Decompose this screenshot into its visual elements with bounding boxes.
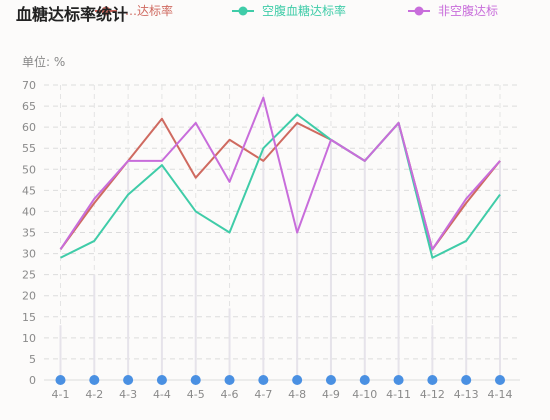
bar-base-point[interactable] bbox=[55, 375, 66, 385]
x-tick-label: 4-11 bbox=[386, 388, 411, 401]
y-tick-label: 60 bbox=[22, 121, 36, 134]
y-tick-label: 0 bbox=[29, 374, 36, 387]
x-tick-label: 4-14 bbox=[488, 388, 513, 401]
legend-label: 空腹血糖达标率 bbox=[262, 3, 346, 18]
bar-mark bbox=[499, 160, 501, 380]
bar-series bbox=[55, 122, 505, 385]
y-tick-label: 15 bbox=[22, 311, 36, 324]
bar-mark bbox=[93, 274, 96, 380]
x-tick-label: 4-2 bbox=[85, 388, 103, 401]
y-tick-label: 65 bbox=[22, 100, 36, 113]
x-tick-label: 4-10 bbox=[352, 388, 377, 401]
bar-base-point[interactable] bbox=[427, 375, 438, 385]
bar-base-point[interactable] bbox=[258, 375, 269, 385]
y-tick-label: 35 bbox=[22, 227, 36, 240]
y-tick-label: 70 bbox=[22, 79, 36, 92]
legend-item-0[interactable]: …达标率 bbox=[95, 3, 173, 18]
x-tick-label: 4-12 bbox=[420, 388, 445, 401]
bar-mark bbox=[431, 325, 434, 380]
bar-base-point[interactable] bbox=[190, 375, 201, 385]
x-tick-label: 4-9 bbox=[322, 388, 340, 401]
legend-label: …达标率 bbox=[125, 3, 173, 18]
bar-mark bbox=[363, 160, 366, 380]
x-tick-label: 4-8 bbox=[288, 388, 306, 401]
bar-mark bbox=[296, 122, 299, 380]
bar-base-point[interactable] bbox=[224, 375, 235, 385]
y-unit-label: 单位: % bbox=[22, 54, 65, 69]
x-tick-label: 4-3 bbox=[119, 388, 137, 401]
bar-base-point[interactable] bbox=[359, 375, 370, 385]
bar-base-point[interactable] bbox=[123, 375, 134, 385]
y-tick-label: 50 bbox=[22, 163, 36, 176]
series-line-0[interactable] bbox=[59, 117, 501, 251]
y-tick-label: 25 bbox=[22, 269, 36, 282]
y-tick-label: 5 bbox=[29, 353, 36, 366]
bar-mark bbox=[262, 148, 265, 380]
axes: 0 5 10 15 20 25 30 35 40 45 50 55 60 65 70 4-1 4-2 4-3 4-4… bbox=[22, 79, 512, 401]
bar-mark bbox=[127, 160, 130, 380]
legend-item-2[interactable]: 非空腹达标 bbox=[408, 4, 498, 18]
x-tick-label: 4-5 bbox=[187, 388, 205, 401]
y-tick-label: 45 bbox=[22, 184, 36, 197]
legend-label: 非空腹达标 bbox=[438, 4, 498, 18]
bar-mark bbox=[194, 211, 197, 380]
y-tick-label: 20 bbox=[22, 290, 36, 303]
legend-marker bbox=[414, 6, 424, 16]
chart-title: 血糖达标率统计 bbox=[16, 5, 128, 24]
x-tick-label: 4-13 bbox=[454, 388, 479, 401]
bar-mark bbox=[397, 122, 400, 380]
series-line-2[interactable] bbox=[59, 96, 501, 251]
bar-base-point[interactable] bbox=[495, 375, 505, 385]
bar-mark bbox=[228, 308, 231, 380]
bar-base-point[interactable] bbox=[156, 375, 167, 385]
series-line-1[interactable] bbox=[60, 113, 501, 259]
line-series bbox=[59, 96, 501, 259]
x-tick-label: 4-7 bbox=[254, 388, 272, 401]
legend-marker bbox=[238, 6, 248, 16]
y-tick-label: 55 bbox=[22, 142, 36, 155]
y-tick-label: 40 bbox=[22, 205, 36, 218]
bar-base-point[interactable] bbox=[292, 375, 303, 385]
bar-base-point[interactable] bbox=[325, 375, 336, 385]
bar-base-point[interactable] bbox=[461, 375, 472, 385]
bar-mark bbox=[329, 139, 332, 380]
y-tick-label: 10 bbox=[22, 332, 36, 345]
x-tick-label: 4-1 bbox=[52, 388, 70, 401]
legend-item-1[interactable]: 空腹血糖达标率 bbox=[232, 3, 346, 18]
bar-mark bbox=[160, 165, 163, 380]
x-tick-label: 4-6 bbox=[221, 388, 239, 401]
bar-mark bbox=[465, 274, 468, 380]
y-tick-label: 30 bbox=[22, 248, 36, 261]
legend-marker bbox=[101, 6, 111, 16]
bar-mark bbox=[59, 325, 62, 380]
legend[interactable]: …达标率 空腹血糖达标率 非空腹达标 bbox=[95, 3, 498, 18]
bar-base-point[interactable] bbox=[393, 375, 404, 385]
bar-base-point[interactable] bbox=[89, 375, 100, 385]
x-tick-label: 4-4 bbox=[153, 388, 171, 401]
